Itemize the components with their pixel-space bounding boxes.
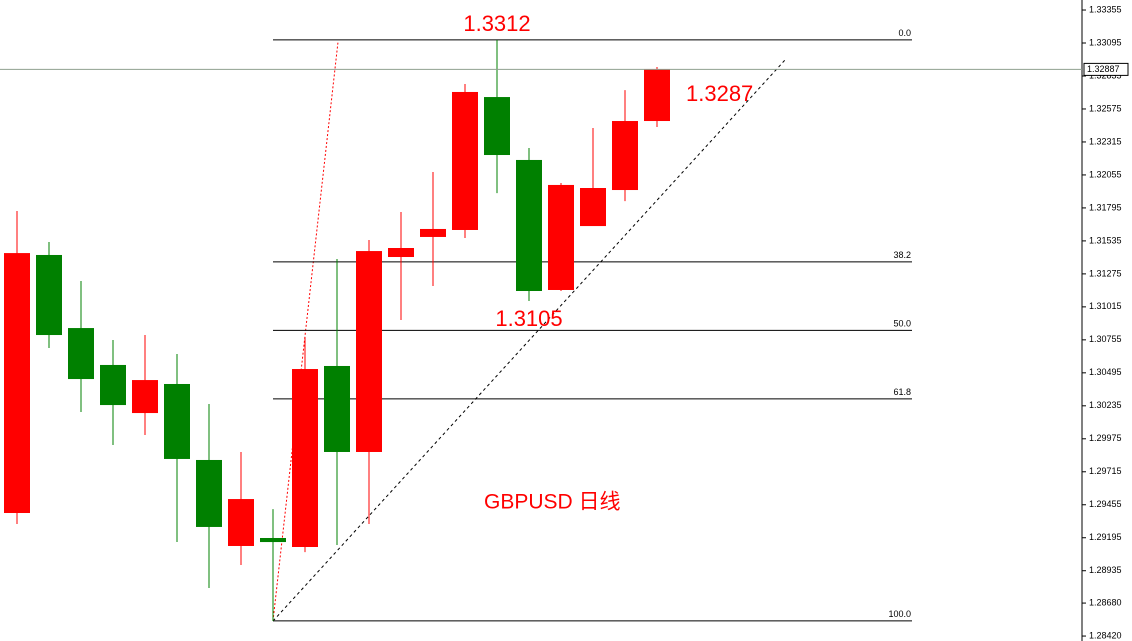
candle-body: [68, 328, 94, 380]
y-tick-label: 1.29455: [1089, 499, 1122, 509]
y-tick-label: 1.32315: [1089, 136, 1122, 146]
y-tick-label: 1.30755: [1089, 334, 1122, 344]
candle-body: [292, 369, 318, 548]
annotation: GBPUSD 日线: [484, 491, 621, 514]
candle-body: [580, 187, 606, 227]
annotation: 1.3287: [686, 81, 753, 106]
annotation: 1.3105: [495, 306, 562, 331]
y-tick-label: 1.33095: [1089, 37, 1122, 47]
y-tick-label: 1.31275: [1089, 268, 1122, 278]
y-tick-label: 1.28935: [1089, 565, 1122, 575]
candle-body: [260, 537, 286, 543]
candle-body: [164, 383, 190, 459]
y-tick-label: 1.31795: [1089, 202, 1122, 212]
candle-body: [324, 365, 350, 452]
trend-line: [272, 59, 786, 622]
fib-level-label: 38.2: [893, 250, 911, 260]
candle-body: [548, 184, 574, 290]
candle-body: [100, 364, 126, 406]
y-tick-label: 1.32055: [1089, 169, 1122, 179]
last-price-box: [1083, 62, 1129, 76]
candle-body: [388, 248, 414, 258]
candle-body: [452, 91, 478, 230]
candle-body: [420, 228, 446, 237]
y-tick-label: 1.29975: [1089, 433, 1122, 443]
plot-area: 0.0 38.2 50.0 61.8 100.0: [4, 28, 912, 622]
fib-level-label: 100.0: [888, 609, 911, 619]
candle-body: [4, 253, 30, 514]
candle-body: [516, 159, 542, 292]
y-tick-label: 1.28680: [1089, 597, 1122, 607]
y-tick-label: 1.33355: [1089, 4, 1122, 14]
candle-body: [132, 380, 158, 414]
y-tick-label: 1.30235: [1089, 400, 1122, 410]
candle-body: [36, 254, 62, 336]
fib-level-label: 0.0: [898, 28, 911, 38]
candle-body: [612, 121, 638, 191]
y-tick-label: 1.29195: [1089, 532, 1122, 542]
candle-body: [196, 459, 222, 527]
fib-level-label: 50.0: [893, 319, 911, 329]
y-tick-label: 1.31015: [1089, 301, 1122, 311]
y-tick-label: 1.29715: [1089, 466, 1122, 476]
last-price-label: 1.32887: [1087, 64, 1120, 74]
annotation: 1.3312: [463, 11, 530, 36]
candle-body: [644, 69, 670, 122]
candle-body: [484, 97, 510, 156]
y-tick-label: 1.32575: [1089, 103, 1122, 113]
fib-level-label: 61.8: [893, 387, 911, 397]
fib-trend-line: [272, 41, 339, 622]
candle-body: [228, 499, 254, 546]
y-tick-label: 1.28420: [1089, 630, 1122, 640]
candle-body: [356, 251, 382, 452]
y-tick-label: 1.30495: [1089, 367, 1122, 377]
y-tick-label: 1.31535: [1089, 235, 1122, 245]
